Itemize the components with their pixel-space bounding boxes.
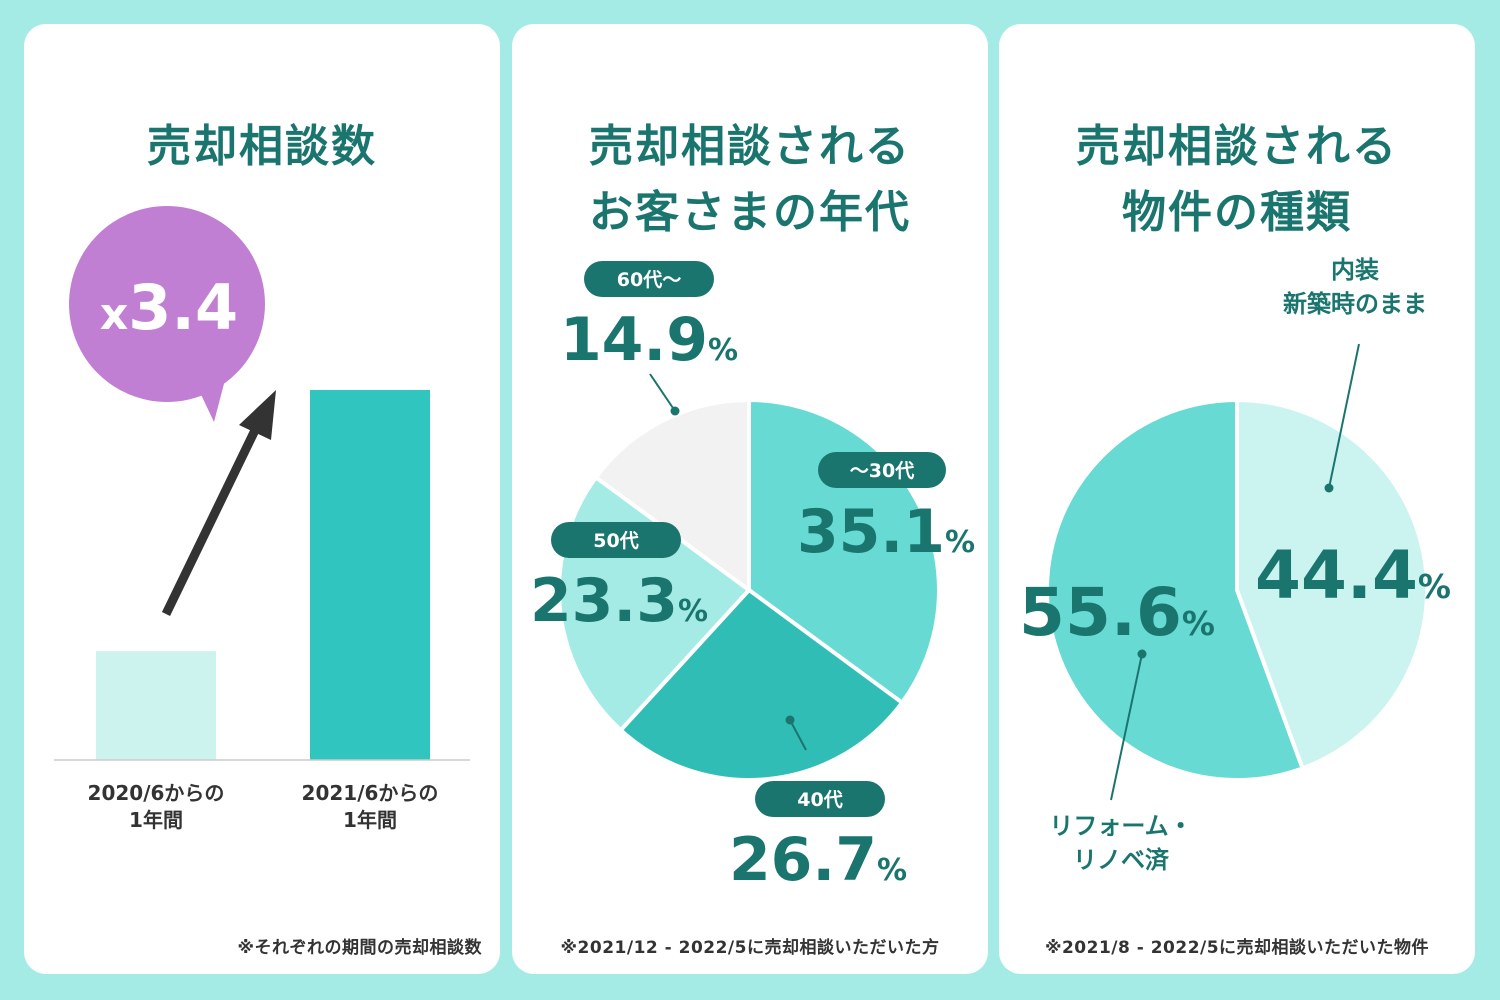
age-value-2: 26.7%: [729, 825, 907, 895]
multiplier-label: x3.4: [100, 271, 238, 344]
age-value-1: 35.1%: [797, 497, 975, 567]
panel1-title: 売却相談数: [147, 121, 377, 172]
age-4-pill-label: 60代〜: [617, 269, 681, 291]
category-label-2: 2021/6からの: [302, 781, 439, 805]
panel-customer-age: 売却相談される お客さまの年代 〜30代 35.1% 40代 26.7% 50代 23.3…: [512, 24, 988, 974]
property-label-2: リフォーム・: [1049, 812, 1192, 840]
age-2-pill-label: 40代: [797, 789, 842, 811]
panel3-title-line1: 売却相談される: [1076, 121, 1398, 172]
leader-40: [789, 719, 807, 751]
panel3-footnote: ※2021/8 - 2022/5に売却相談いただいた物件: [1044, 938, 1430, 958]
leader-original: [1328, 343, 1360, 489]
growth-arrow-shaft: [161, 422, 263, 616]
property-value-2: 55.6%: [1019, 574, 1215, 651]
pie-slice-2: [1045, 398, 1305, 782]
panel2-title-line2: お客さまの年代: [589, 187, 911, 238]
age-3-pill: [551, 522, 681, 558]
leader-60: [649, 373, 676, 412]
panel2-footnote: ※2021/12 - 2022/5に売却相談いただいた方: [560, 938, 940, 958]
multiplier-bubble-tail: [196, 376, 226, 422]
category-label-1: 1年間: [129, 808, 183, 832]
bar-2: [310, 390, 430, 760]
leader-dot-original: [1324, 483, 1334, 493]
pie-slice-2: [618, 588, 905, 782]
panel1-footnote: ※それぞれの期間の売却相談数: [237, 938, 482, 958]
age-1-pill: [818, 452, 946, 488]
age-3-pill-label: 50代: [593, 530, 638, 552]
leader-dot-reform: [1137, 649, 1147, 659]
category-label-1: 2020/6からの: [88, 781, 225, 805]
property-label-2: リノベ済: [1073, 846, 1170, 874]
leader-dot-40: [785, 715, 795, 725]
growth-arrow-head: [239, 390, 276, 440]
bar-chart: 2020/6からの 1年間 2021/6からの 1年間 x3.4: [54, 206, 470, 832]
bar-1: [96, 651, 216, 760]
panel-property-type: 売却相談される 物件の種類 内装新築時のままリフォーム・ リノベ済 44.4% 55.…: [999, 24, 1475, 974]
multiplier-bubble: [69, 206, 265, 402]
age-4-pill: [584, 261, 714, 297]
property-label-1: 新築時のまま: [1283, 290, 1427, 318]
category-label-2: 1年間: [343, 808, 397, 832]
leader-reform: [1110, 653, 1143, 801]
age-value-3: 23.3%: [530, 566, 708, 636]
property-label-1: 内装: [1331, 256, 1379, 284]
pie-slice-1: [1235, 398, 1429, 771]
age-value-4: 14.9%: [560, 305, 738, 375]
leader-dot-60: [670, 406, 680, 416]
panel3-title-line2: 物件の種類: [1122, 187, 1352, 238]
panel-sales-consultations: 売却相談数 2020/6からの 1年間 2021/6からの 1年間 x3.4 ※それぞれ…: [24, 24, 500, 974]
panel2-title-line1: 売却相談される: [589, 121, 911, 172]
age-1-pill-label: 〜30代: [850, 460, 914, 482]
age-2-pill: [755, 781, 885, 817]
property-value-1: 44.4%: [1255, 537, 1451, 614]
age-pie-chart: 〜30代 35.1% 40代 26.7% 50代 23.3% 60代〜 14.9%: [530, 261, 975, 895]
pie-slice-4: [593, 398, 751, 592]
